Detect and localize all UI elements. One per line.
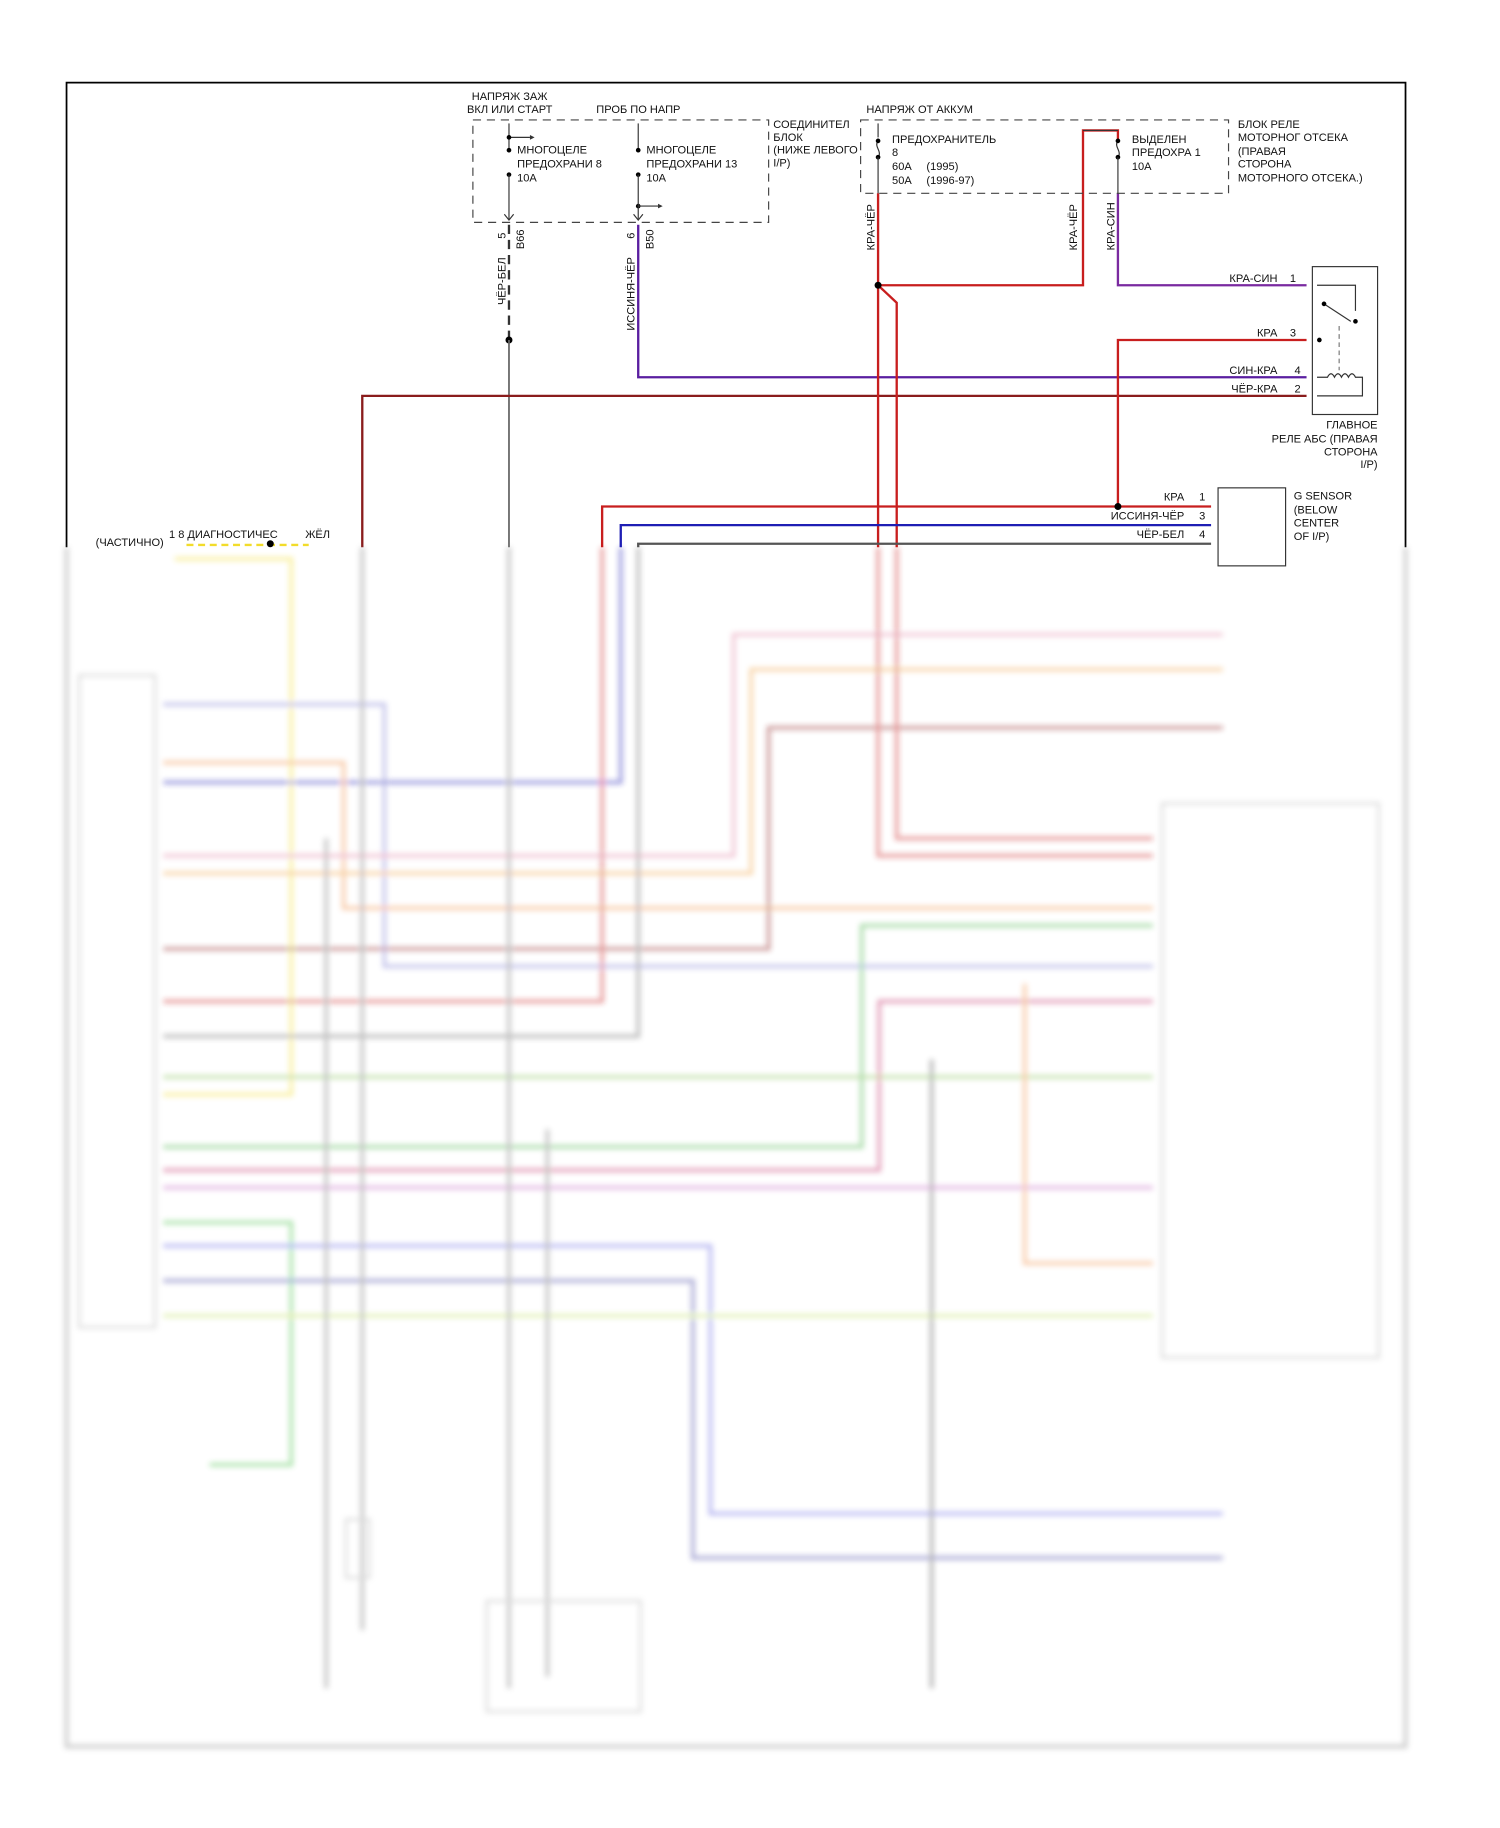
gsensor-pin3: 3 bbox=[1199, 510, 1205, 522]
blurred-region bbox=[64, 547, 1408, 1749]
wire-gsensor-blue bbox=[619, 523, 1212, 548]
b50-pin: 6 bbox=[626, 233, 638, 239]
fuse8-label: МНОГОЦЕЛЕ bbox=[517, 145, 587, 157]
relay-block-name: БЛОК РЕЛЕ bbox=[1238, 119, 1300, 131]
relay-switch-icon bbox=[1323, 303, 1352, 322]
abs-relay-name: ГЛАВНОЕ bbox=[1326, 419, 1377, 431]
relay-block-name-3: (ПРАВАЯ bbox=[1238, 146, 1286, 158]
wire-kra-cher-jumper bbox=[878, 129, 1120, 287]
ign-power-label: НАПРЯЖ ЗАЖ bbox=[472, 91, 549, 103]
gsensor-name-2: (BELOW bbox=[1294, 504, 1338, 516]
relay-block-name-2: МОТОРНОГ ОТСЕКА bbox=[1238, 132, 1349, 144]
wire-label-kra-cher: КРА-ЧЁР bbox=[866, 204, 878, 250]
gsensor-name-3: CENTER bbox=[1294, 517, 1339, 529]
fuse1-label: ВЫДЕЛЕН bbox=[1132, 134, 1187, 146]
test-label: ПРОБ ПО НАПР bbox=[596, 104, 680, 116]
relay-pin4-wire: СИН-КРА bbox=[1229, 365, 1278, 377]
relay-pin4: 4 bbox=[1295, 365, 1301, 377]
battery-power-label: НАПРЯЖ ОТ АККУМ bbox=[866, 104, 973, 116]
main-fuse-label: ПРЕДОХРАНИТЕЛЬ bbox=[892, 134, 996, 146]
gsensor-pin3-wire: ИССИНЯ-ЧЁР bbox=[1111, 510, 1185, 522]
wire-gsensor-kra bbox=[600, 505, 1212, 548]
gsensor-pin1-wire: КРА bbox=[1164, 492, 1185, 504]
fuse-icon bbox=[876, 140, 880, 158]
relay-pin1-wire: КРА-СИН bbox=[1229, 273, 1277, 285]
wire-label-b50: ИССИНЯ-ЧЁР bbox=[626, 257, 638, 331]
relay-block-name-5: МОТОРНОГО ОТСЕКА.) bbox=[1238, 173, 1363, 185]
b66-connector: B66 bbox=[515, 230, 527, 250]
junction-block-name-2: БЛОК bbox=[773, 132, 803, 144]
wires bbox=[361, 129, 1307, 548]
relay-pin2: 2 bbox=[1295, 383, 1301, 395]
b50-connector: B50 bbox=[644, 230, 656, 250]
relay-pin1: 1 bbox=[1290, 273, 1296, 285]
gsensor-pin4: 4 bbox=[1199, 529, 1205, 541]
wire-kra-sin bbox=[1116, 193, 1307, 287]
wire-cher-kra bbox=[361, 394, 1307, 548]
main-fuse-rating-1995: 60A (1995) bbox=[892, 161, 958, 173]
gsensor-pin4-wire: ЧЁР-БЕЛ bbox=[1137, 529, 1185, 541]
junction-block-name-3: (НИЖЕ ЛЕВОГО bbox=[773, 145, 858, 157]
b66-pin: 5 bbox=[496, 233, 508, 239]
wire-sin-kra bbox=[637, 224, 1307, 379]
wire-label-kra-cher-2: КРА-ЧЁР bbox=[1068, 204, 1080, 250]
diagnostic-connector: (ЧАСТИЧНО) 1 8 ДИАГНОСТИЧЕС ЖЁЛ bbox=[96, 529, 330, 549]
diag-connector-label: 1 8 ДИАГНОСТИЧЕС bbox=[169, 529, 278, 541]
partial-label: (ЧАСТИЧНО) bbox=[96, 537, 164, 549]
wire-kra bbox=[1116, 338, 1307, 507]
wire-label-b66: ЧЁР-БЕЛ bbox=[496, 257, 508, 305]
relay-pin3-wire: КРА bbox=[1257, 327, 1278, 339]
fuse8-label-2: ПРЕДОХРАНИ 8 bbox=[517, 159, 602, 171]
junction-block-name-4: I/P) bbox=[773, 157, 790, 169]
abs-relay-name-3: СТОРОНА bbox=[1324, 446, 1378, 458]
diag-wire-label: ЖЁЛ bbox=[305, 529, 330, 541]
main-fuse-rating-1996: 50A (1996-97) bbox=[892, 175, 974, 187]
junction-block-name: СОЕДИНИТЕЛ bbox=[773, 119, 849, 131]
relay-coil-icon bbox=[1317, 373, 1364, 397]
frame bbox=[65, 81, 1407, 548]
ign-power-label-2: ВКЛ ИЛИ СТАРТ bbox=[467, 104, 553, 116]
abs-relay-name-2: РЕЛЕ АБС (ПРАВАЯ bbox=[1272, 433, 1378, 445]
fuse1-rating: 10A bbox=[1132, 161, 1152, 173]
fuse1-label-2: ПРЕДОХРА 1 bbox=[1132, 147, 1201, 159]
fuse8-rating: 10A bbox=[517, 173, 537, 185]
relay-block-name-4: СТОРОНА bbox=[1238, 159, 1292, 171]
wire-label-kra-sin: КРА-СИН bbox=[1105, 202, 1117, 250]
junction-block: НАПРЯЖ ЗАЖ ВКЛ ИЛИ СТАРТ ПРОБ ПО НАПР МН… bbox=[467, 91, 858, 331]
wire-gsensor-cher-bel bbox=[637, 542, 1212, 548]
main-fuse-number: 8 bbox=[892, 147, 898, 159]
engine-relay-block: НАПРЯЖ ОТ АККУМ ПРЕДОХРАНИТЕЛЬ 8 60A (19… bbox=[860, 104, 1363, 250]
fuse13-label: МНОГОЦЕЛЕ bbox=[646, 145, 716, 157]
g-sensor: КРА 1 ИССИНЯ-ЧЁР 3 ЧЁР-БЕЛ 4 G SENSOR (B… bbox=[1111, 487, 1352, 567]
gsensor-name: G SENSOR bbox=[1294, 490, 1352, 502]
fuse-icon bbox=[1116, 140, 1120, 158]
gsensor-pin1: 1 bbox=[1199, 492, 1205, 504]
gsensor-name-4: OF I/P) bbox=[1294, 531, 1330, 543]
relay-pin3: 3 bbox=[1290, 327, 1296, 339]
abs-main-relay: КРА-СИН 1 КРА 3 СИН-КРА 4 ЧЁР-КРА 2 ГЛАВ… bbox=[1229, 266, 1378, 471]
relay-pin2-wire: ЧЁР-КРА bbox=[1231, 383, 1278, 395]
abs-relay-name-4: I/P) bbox=[1360, 459, 1377, 471]
fuse13-label-2: ПРЕДОХРАНИ 13 bbox=[646, 159, 737, 171]
fuse13-rating: 10A bbox=[646, 173, 666, 185]
